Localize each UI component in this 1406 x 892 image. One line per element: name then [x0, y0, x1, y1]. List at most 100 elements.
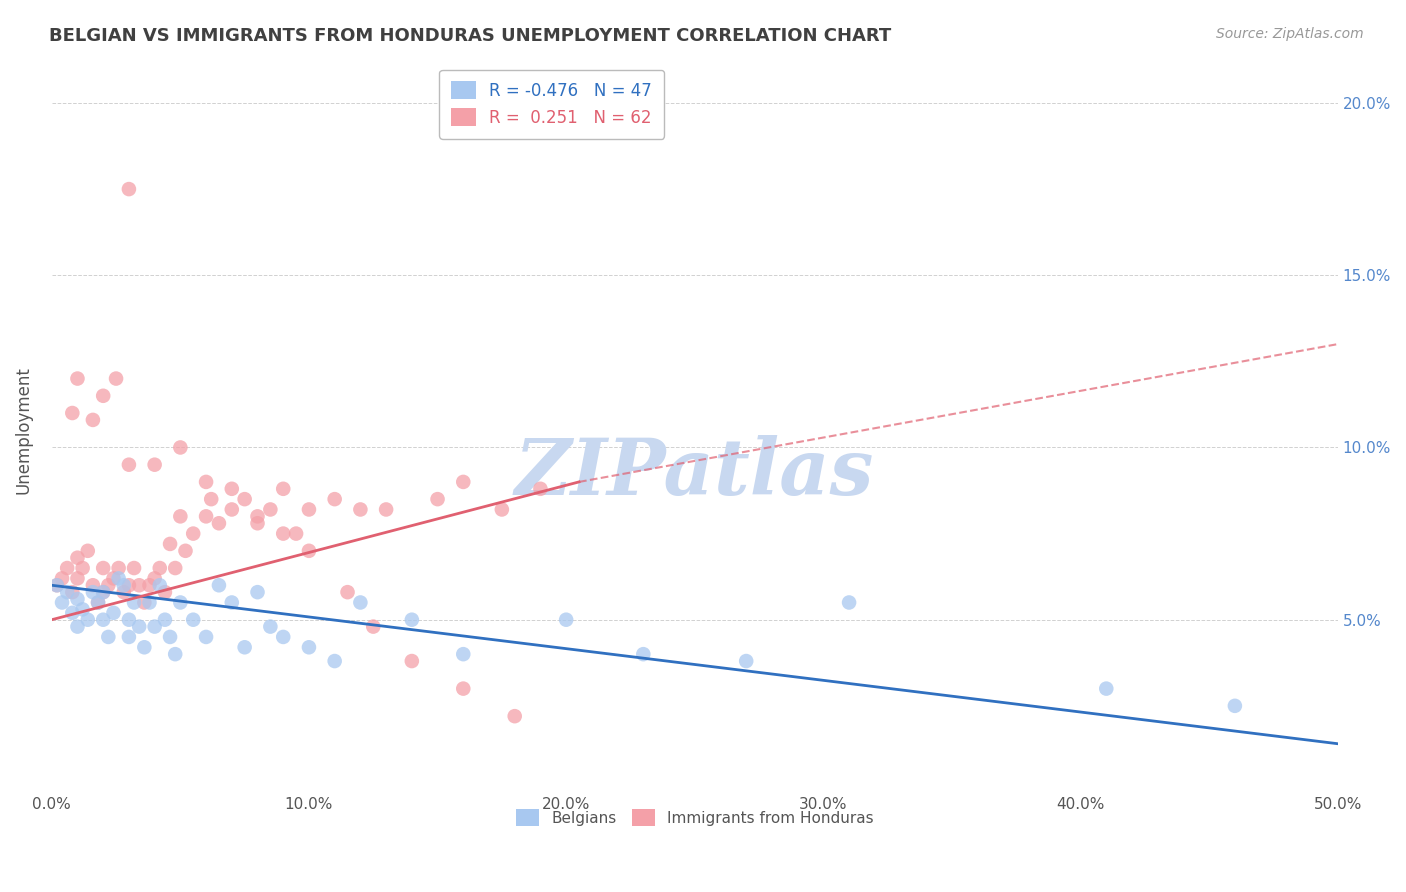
Point	[91, 389, 114, 403]
Point	[208, 578, 231, 592]
Point	[87, 595, 110, 609]
Point	[91, 561, 114, 575]
Point	[56, 585, 79, 599]
Point	[529, 482, 551, 496]
Point	[118, 182, 141, 196]
Point	[169, 595, 191, 609]
Point	[149, 578, 172, 592]
Point	[107, 561, 129, 575]
Point	[298, 502, 321, 516]
Point	[159, 630, 181, 644]
Point	[128, 578, 150, 592]
Point	[134, 640, 156, 655]
Text: BELGIAN VS IMMIGRANTS FROM HONDURAS UNEMPLOYMENT CORRELATION CHART: BELGIAN VS IMMIGRANTS FROM HONDURAS UNEM…	[49, 27, 891, 45]
Point	[246, 516, 269, 531]
Point	[349, 595, 371, 609]
Point	[51, 595, 73, 609]
Point	[259, 502, 281, 516]
Point	[76, 544, 98, 558]
Point	[60, 606, 83, 620]
Point	[1095, 681, 1118, 696]
Point	[66, 592, 89, 607]
Point	[271, 482, 294, 496]
Point	[66, 550, 89, 565]
Point	[105, 371, 128, 385]
Point	[323, 492, 346, 507]
Point	[134, 595, 156, 609]
Point	[174, 544, 197, 558]
Point	[66, 571, 89, 585]
Point	[153, 585, 176, 599]
Point	[51, 571, 73, 585]
Point	[401, 613, 423, 627]
Point	[82, 578, 104, 592]
Text: Source: ZipAtlas.com: Source: ZipAtlas.com	[1216, 27, 1364, 41]
Point	[91, 585, 114, 599]
Point	[66, 371, 89, 385]
Point	[118, 630, 141, 644]
Point	[143, 458, 166, 472]
Legend: Belgians, Immigrants from Honduras: Belgians, Immigrants from Honduras	[508, 800, 883, 835]
Point	[107, 571, 129, 585]
Point	[56, 561, 79, 575]
Point	[181, 526, 204, 541]
Point	[285, 526, 308, 541]
Point	[271, 630, 294, 644]
Point	[451, 647, 474, 661]
Point	[153, 613, 176, 627]
Point	[91, 613, 114, 627]
Point	[271, 526, 294, 541]
Point	[122, 561, 145, 575]
Text: ZIPatlas: ZIPatlas	[515, 435, 875, 512]
Point	[103, 571, 125, 585]
Point	[323, 654, 346, 668]
Point	[128, 619, 150, 633]
Point	[233, 492, 256, 507]
Point	[361, 619, 384, 633]
Y-axis label: Unemployment: Unemployment	[15, 367, 32, 494]
Point	[375, 502, 398, 516]
Point	[72, 602, 94, 616]
Point	[208, 516, 231, 531]
Point	[1223, 698, 1246, 713]
Point	[259, 619, 281, 633]
Point	[76, 613, 98, 627]
Point	[149, 561, 172, 575]
Point	[221, 482, 243, 496]
Point	[221, 502, 243, 516]
Point	[246, 585, 269, 599]
Point	[112, 578, 135, 592]
Point	[298, 640, 321, 655]
Point	[195, 630, 218, 644]
Point	[45, 578, 67, 592]
Point	[451, 681, 474, 696]
Point	[91, 585, 114, 599]
Point	[87, 595, 110, 609]
Point	[426, 492, 449, 507]
Point	[118, 458, 141, 472]
Point	[82, 585, 104, 599]
Point	[735, 654, 758, 668]
Point	[336, 585, 359, 599]
Point	[195, 509, 218, 524]
Point	[60, 406, 83, 420]
Point	[838, 595, 860, 609]
Point	[349, 502, 371, 516]
Point	[169, 509, 191, 524]
Point	[103, 606, 125, 620]
Point	[401, 654, 423, 668]
Point	[195, 475, 218, 489]
Point	[143, 571, 166, 585]
Point	[169, 441, 191, 455]
Point	[97, 630, 120, 644]
Point	[60, 585, 83, 599]
Point	[112, 585, 135, 599]
Point	[97, 578, 120, 592]
Point	[246, 509, 269, 524]
Point	[66, 619, 89, 633]
Point	[491, 502, 513, 516]
Point	[451, 475, 474, 489]
Point	[200, 492, 222, 507]
Point	[221, 595, 243, 609]
Point	[138, 578, 160, 592]
